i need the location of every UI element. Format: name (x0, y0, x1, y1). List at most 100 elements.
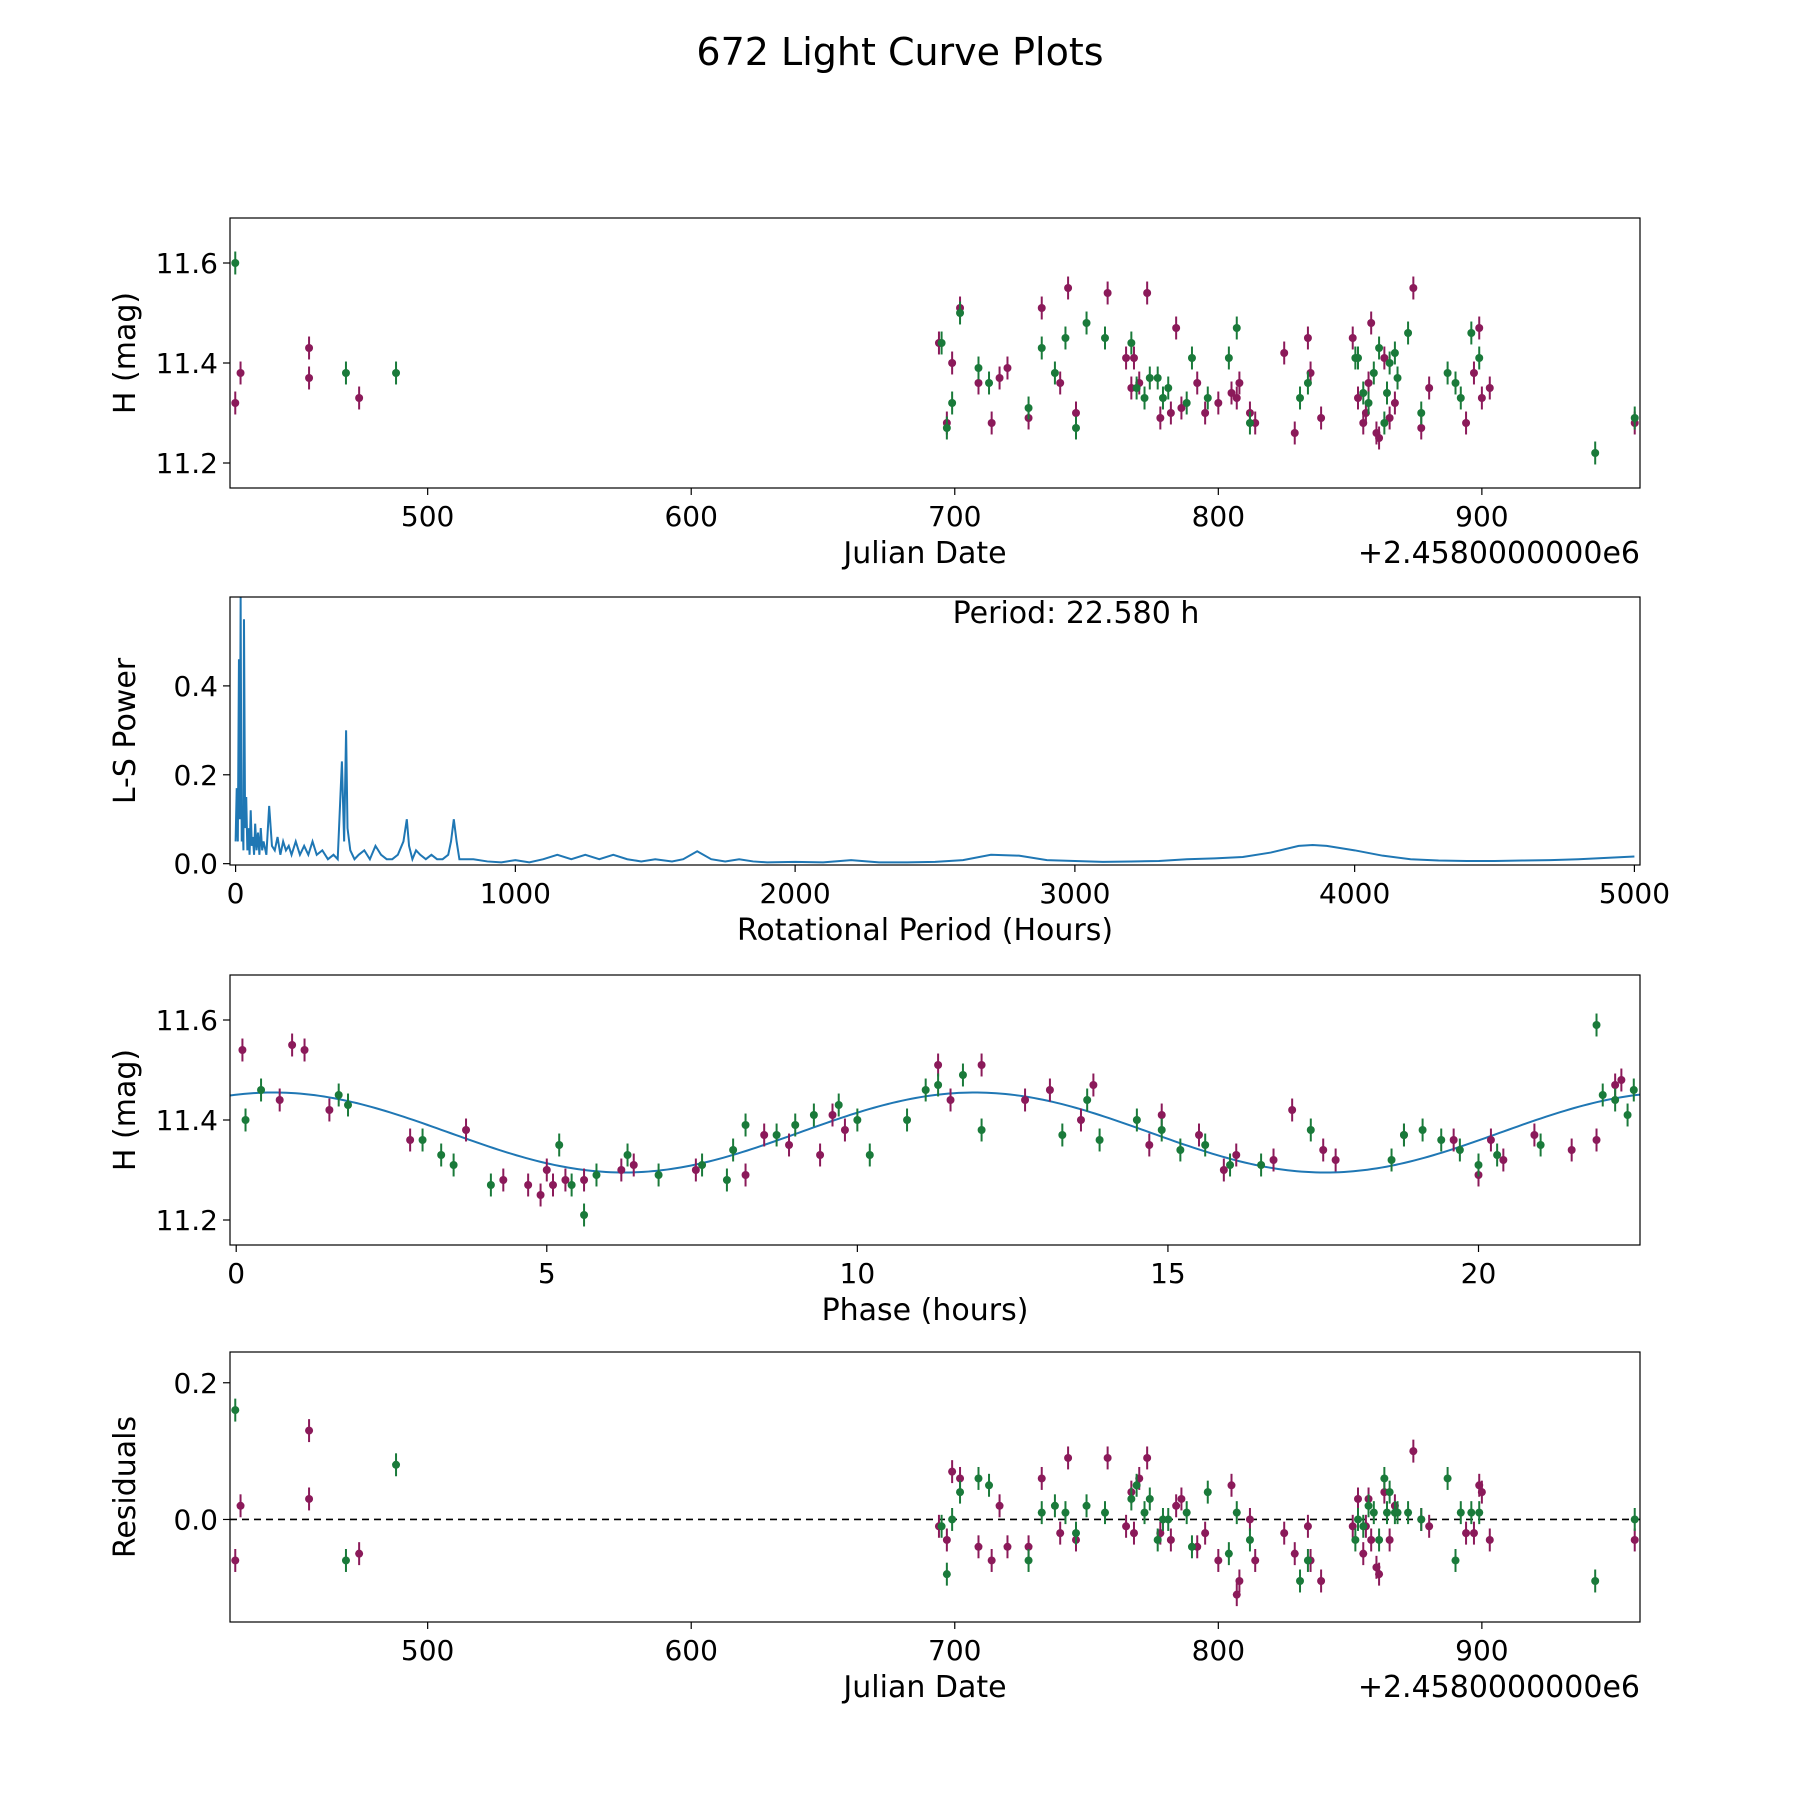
data-point (1630, 1515, 1639, 1524)
data-point (942, 1570, 951, 1579)
data-point (449, 1161, 458, 1169)
data-point (1056, 1529, 1065, 1538)
data-point (1201, 1529, 1210, 1538)
data-point (974, 379, 983, 387)
data-point (903, 1116, 912, 1124)
data-point (1462, 1529, 1471, 1538)
data-point (1485, 384, 1494, 392)
data-point (1103, 289, 1112, 297)
data-point (1072, 1529, 1080, 1538)
data-point (1385, 1488, 1394, 1497)
data-point (1629, 1086, 1638, 1094)
data-point (1024, 404, 1033, 412)
data-point (305, 1494, 314, 1503)
data-point (1592, 1136, 1601, 1144)
x-tick-label: 800 (1192, 1634, 1245, 1667)
data-point (956, 1474, 965, 1483)
x-tick-label: 10 (840, 1257, 876, 1290)
data-point (1232, 1590, 1241, 1599)
data-point (1375, 434, 1384, 442)
data-point (987, 419, 996, 427)
data-point (921, 1086, 930, 1094)
data-point (1182, 1508, 1191, 1517)
y-tick-label: 11.2 (156, 447, 218, 480)
data-point (1591, 1576, 1600, 1585)
data-point (231, 1406, 240, 1415)
data-point (1061, 334, 1070, 342)
data-point (238, 1046, 247, 1054)
data-point (1194, 1131, 1203, 1139)
data-point (1443, 1474, 1452, 1483)
data-point (1037, 344, 1046, 352)
data-point (1598, 1091, 1607, 1099)
data-point (1303, 334, 1312, 342)
data-point (1232, 324, 1241, 332)
data-point (1630, 414, 1639, 422)
data-point (1082, 1501, 1091, 1510)
data-point (1145, 1141, 1154, 1149)
data-point (1003, 364, 1012, 372)
data-point (1359, 1549, 1368, 1558)
data-point (300, 1046, 309, 1054)
data-point (1226, 1161, 1235, 1169)
data-point (1418, 1126, 1427, 1134)
data-point (1172, 324, 1181, 332)
data-point (1024, 1542, 1033, 1551)
data-point (1364, 399, 1373, 407)
data-point (1369, 1508, 1378, 1517)
y-tick-label: 11.6 (156, 247, 218, 280)
data-point (392, 1460, 401, 1469)
data-point (1232, 1508, 1241, 1517)
data-point (1058, 1131, 1067, 1139)
x-axis-label: Phase (hours) (822, 1293, 1029, 1328)
x-tick-label: 5 (538, 1257, 556, 1290)
x-tick-label: 0 (227, 1257, 245, 1290)
data-point (1129, 1529, 1138, 1538)
data-point (1417, 1515, 1426, 1524)
x-tick-label: 600 (664, 1634, 717, 1667)
data-point (1467, 329, 1476, 337)
data-point (524, 1181, 533, 1189)
data-point (1132, 1481, 1141, 1490)
data-point (592, 1171, 601, 1179)
data-point (995, 1501, 1004, 1510)
data-point (325, 1106, 334, 1114)
data-point (486, 1181, 495, 1189)
y-tick-label: 0.2 (173, 1367, 218, 1400)
data-point (1477, 394, 1486, 402)
data-point (1100, 1508, 1109, 1517)
data-point (555, 1141, 564, 1149)
y-tick-label: 0.0 (173, 848, 218, 881)
x-tick-label: 500 (401, 1634, 454, 1667)
data-point (1187, 354, 1196, 362)
data-point (1203, 1488, 1212, 1497)
x-tick-label: 700 (928, 500, 981, 533)
data-point (1393, 1508, 1402, 1517)
data-point (1257, 1161, 1266, 1169)
data-point (1232, 1151, 1241, 1159)
data-point (1203, 394, 1212, 402)
data-point (865, 1151, 874, 1159)
data-point (1143, 289, 1152, 297)
data-point (1296, 1576, 1305, 1585)
data-point (580, 1211, 589, 1219)
data-point (1245, 1535, 1254, 1544)
data-point (828, 1111, 837, 1119)
data-point (1367, 319, 1376, 327)
data-point (1456, 1508, 1465, 1517)
x-tick-label: 15 (1150, 1257, 1186, 1290)
data-point (1122, 1522, 1131, 1531)
data-point (853, 1116, 862, 1124)
data-point (948, 399, 957, 407)
x-axis-label: Julian Date (841, 1670, 1006, 1705)
data-point (1157, 1126, 1166, 1134)
data-point (548, 1181, 557, 1189)
data-point (985, 379, 994, 387)
data-point (1076, 1116, 1085, 1124)
data-point (355, 1549, 364, 1558)
data-point (948, 1467, 957, 1476)
data-point (1385, 414, 1394, 422)
data-point (1443, 369, 1452, 377)
y-tick-label: 0.0 (173, 1503, 218, 1536)
